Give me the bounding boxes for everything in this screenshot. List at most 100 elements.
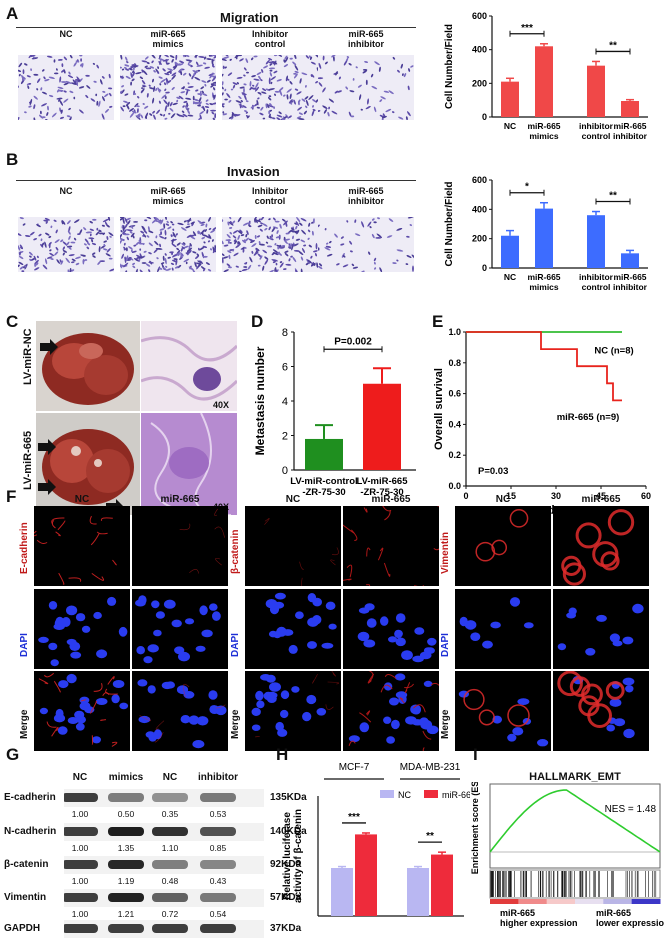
significance-label: *** xyxy=(348,812,360,823)
y-tick-label: 600 xyxy=(472,175,487,185)
cell-mark xyxy=(275,221,280,223)
bar xyxy=(621,101,639,117)
nucleus xyxy=(312,615,321,624)
cell-mark xyxy=(225,239,231,241)
y-tick-label: 400 xyxy=(472,45,487,55)
nucleus xyxy=(135,600,146,607)
y-tick-label: 0 xyxy=(282,465,288,477)
bar xyxy=(363,384,401,470)
nucleus xyxy=(380,616,388,626)
group-label: miR-665 inhibitor xyxy=(318,29,414,49)
fluorescence-image xyxy=(455,589,551,669)
nucleus xyxy=(395,673,406,680)
nucleus xyxy=(208,690,217,700)
y-tick-label: 6 xyxy=(282,362,288,374)
nucleus xyxy=(490,622,501,629)
protein-band xyxy=(108,924,144,933)
micrograph xyxy=(318,55,414,120)
nucleus xyxy=(209,603,218,610)
protein-band xyxy=(152,893,188,902)
nucleus xyxy=(394,630,402,638)
nucleus xyxy=(396,638,406,647)
nucleus xyxy=(154,729,162,739)
nucleus xyxy=(391,720,400,729)
nucleus xyxy=(510,597,520,607)
image-background xyxy=(553,671,649,751)
nucleus xyxy=(317,708,327,716)
group-label: miR-665 inhibitor xyxy=(318,186,414,206)
column-label: miR-665 xyxy=(132,494,228,505)
y-tick-label: 4 xyxy=(282,396,288,408)
panel-label-a: A xyxy=(6,4,18,24)
nucleus xyxy=(401,650,413,660)
panel-h-luciferase-chart: Relative luciferaseactivity of β-catenin… xyxy=(272,752,470,932)
y-tick-label: 0.8 xyxy=(448,358,461,368)
nucleus xyxy=(177,685,188,694)
micrograph-background xyxy=(18,55,114,120)
nucleus xyxy=(596,615,607,622)
column-label: NC xyxy=(34,494,130,505)
nucleus xyxy=(606,725,615,732)
column-label: NC xyxy=(245,494,341,505)
magnification-label-1: 40X xyxy=(213,400,229,410)
nucleus xyxy=(349,735,360,742)
row-label: Merge xyxy=(19,710,30,739)
protein-label: N-cadherin xyxy=(4,826,56,837)
nucleus xyxy=(54,623,65,630)
blot-strip xyxy=(64,789,264,807)
panel-label-g: G xyxy=(6,745,19,765)
nucleus xyxy=(326,602,336,610)
fluorescence-image xyxy=(245,671,341,751)
nucleus xyxy=(622,637,633,645)
nucleus xyxy=(482,641,493,649)
nucleus xyxy=(151,600,159,608)
nucleus xyxy=(148,644,159,652)
y-tick-label: 0.0 xyxy=(448,481,461,491)
legend-swatch xyxy=(424,790,438,798)
y-tick-label: 200 xyxy=(472,234,487,244)
enrichment-curve xyxy=(490,790,660,852)
quantification-value: 1.00 xyxy=(60,909,100,919)
nucleus xyxy=(302,712,311,721)
panel-b-title: Invasion xyxy=(227,164,280,179)
nucleus xyxy=(153,630,162,637)
fluorescence-image xyxy=(553,589,649,669)
nucleus xyxy=(96,698,108,705)
y-tick-label: 200 xyxy=(472,78,487,88)
nucleus xyxy=(212,611,221,621)
lane-label: NC xyxy=(56,772,104,783)
panel-b-header-line xyxy=(16,180,416,181)
nucleus xyxy=(412,707,421,715)
protein-band xyxy=(200,860,236,869)
nucleus xyxy=(396,613,406,622)
nucleus xyxy=(329,624,337,630)
fluorescence-image xyxy=(245,506,341,586)
y-tick-label: 0.2 xyxy=(448,450,461,460)
group-label: Inhibitor control xyxy=(222,186,318,206)
quantification-value: 1.10 xyxy=(150,843,190,853)
bar xyxy=(535,46,553,117)
y-tick-label: 600 xyxy=(472,11,487,21)
fluorescence-image xyxy=(132,506,228,586)
y-tick-label: 0 xyxy=(482,263,487,273)
rank-color-bar xyxy=(547,899,576,904)
nucleus xyxy=(414,627,424,635)
nucleus xyxy=(252,725,261,731)
fluorescence-image xyxy=(553,506,649,586)
protein-band xyxy=(200,827,236,836)
quantification-value: 0.85 xyxy=(198,843,238,853)
lane-label: mimics xyxy=(102,772,150,783)
blot-strip xyxy=(64,920,264,938)
nucleus xyxy=(111,694,119,703)
protein-band xyxy=(152,827,188,836)
row-label: DAPI xyxy=(440,633,451,657)
bar xyxy=(501,82,519,117)
group-label: NC xyxy=(18,186,114,196)
legend-label: NC xyxy=(398,790,411,800)
nucleus xyxy=(614,718,625,726)
nucleus xyxy=(48,643,57,650)
nucleus xyxy=(427,638,436,646)
